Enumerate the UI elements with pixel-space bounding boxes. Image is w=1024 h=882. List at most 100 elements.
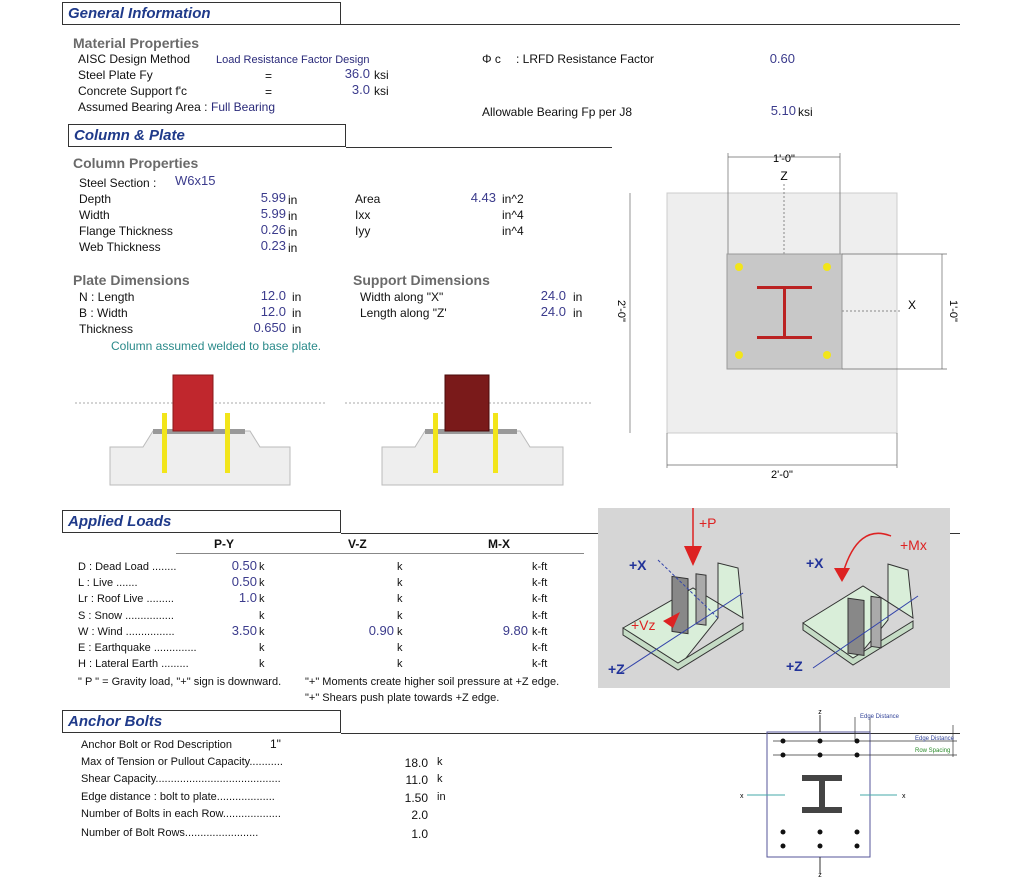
prop-value: 5.99 <box>260 206 286 221</box>
prop-value: 5.99 <box>260 190 286 205</box>
plus-vz-label: +Vz <box>631 617 656 633</box>
load-m-unit: k-ft <box>532 626 548 638</box>
divider <box>341 24 960 25</box>
prop-unit: in^4 <box>502 208 524 222</box>
section-header-anchor-bolts: Anchor Bolts <box>62 710 341 733</box>
plate-unit: in <box>292 290 302 304</box>
load-label: W : Wind ................ <box>78 626 175 638</box>
prop-value: 0.23 <box>260 238 286 253</box>
moment-note: "+" Moments create higher soil pressure … <box>305 676 560 688</box>
fy-unit: ksi <box>374 68 389 82</box>
fc-unit: ksi <box>374 84 389 98</box>
phi-symbol: Φ c <box>482 52 501 66</box>
fp-value: 5.10 <box>770 103 796 118</box>
plus-p-label: +P <box>699 515 717 531</box>
load-p-unit: k <box>259 642 265 654</box>
anchor-unit: in <box>437 791 446 803</box>
prop-unit: in <box>288 241 298 255</box>
support-value[interactable]: 24.0 <box>540 288 566 303</box>
prop-label: Iyy <box>355 224 371 238</box>
anchor-bolt <box>493 413 498 473</box>
anchor-value[interactable]: 11.0 <box>405 773 428 787</box>
z-label: z <box>818 709 822 716</box>
load-v-unit: k <box>397 626 403 638</box>
bolt <box>823 351 831 359</box>
row-spacing-label: Row Spacing <box>915 748 950 754</box>
plate-value[interactable]: 12.0 <box>260 288 286 303</box>
load-p-value[interactable]: 1.0 <box>238 590 257 605</box>
anchor-label: Shear Capacity..........................… <box>81 773 281 785</box>
bearing-value[interactable]: Full Bearing <box>211 100 276 114</box>
design-method-label: AISC Design Method <box>78 52 191 66</box>
plus-x-label: +X <box>629 557 647 573</box>
anchor-value[interactable]: 18.0 <box>404 756 428 770</box>
support-label: Length along "Z' <box>360 306 447 320</box>
load-label: E : Earthquake .............. <box>78 642 197 654</box>
load-p-unit: k <box>259 610 265 622</box>
load-m-unit: k-ft <box>532 561 548 573</box>
load-m-value[interactable]: 9.80 <box>502 623 528 638</box>
support-value[interactable]: 24.0 <box>540 304 566 319</box>
elevation-diagram-1 <box>75 374 327 486</box>
anchor-value[interactable]: 1.0 <box>411 827 428 841</box>
x-label: x <box>740 793 744 800</box>
bolt-layout-diagram: z z x x Edge Distance Edge Distance Row … <box>740 709 957 877</box>
support-unit: in <box>573 306 583 320</box>
load-m-unit: k-ft <box>532 642 548 654</box>
prop-label: Depth <box>79 192 112 206</box>
prop-unit: in^2 <box>502 192 524 206</box>
plus-mx-label: +Mx <box>900 537 927 553</box>
edge-distance-label: Edge Distance <box>915 736 955 742</box>
fp-unit: ksi <box>798 105 813 119</box>
anchor-label: Edge distance : bolt to plate...........… <box>81 791 275 803</box>
plate-value[interactable]: 12.0 <box>260 304 286 319</box>
load-p-value[interactable]: 3.50 <box>231 623 257 638</box>
anchor-bolt <box>433 413 438 473</box>
material-properties-title: Material Properties <box>73 35 200 51</box>
fc-eq: = <box>265 85 273 99</box>
load-p-value[interactable]: 0.50 <box>231 574 257 589</box>
load-p-unit: k <box>259 577 265 589</box>
anchor-value[interactable]: 2.0 <box>411 808 428 822</box>
prop-label: Width <box>79 208 110 222</box>
load-label: L : Live ....... <box>78 577 138 589</box>
column <box>172 374 214 432</box>
load-label: D : Dead Load ........ <box>78 561 177 573</box>
bolt <box>735 263 743 271</box>
anchor-bolt <box>225 413 230 473</box>
design-method-value[interactable]: Load Resistance Factor Design <box>216 54 370 66</box>
plate-value[interactable]: 0.650 <box>253 320 286 335</box>
load-m-unit: k-ft <box>532 610 548 622</box>
steel-section-value[interactable]: W6x15 <box>175 173 216 188</box>
load-v-unit: k <box>397 658 403 670</box>
load-p-value[interactable]: 0.50 <box>231 558 257 573</box>
anchor-label: Number of Bolts in each Row.............… <box>81 808 281 820</box>
bolt-desc-value[interactable]: 1" <box>270 737 281 751</box>
fc-label: Concrete Support f'c <box>78 84 188 98</box>
load-label: Lr : Roof Live ......... <box>78 593 174 605</box>
section-header-column-plate: Column & Plate <box>68 124 346 147</box>
z-label: z <box>818 872 822 877</box>
concrete-pedestal <box>381 430 564 486</box>
bottom-dim-label: 2'-0" <box>771 469 793 481</box>
concrete-pedestal <box>109 430 291 486</box>
top-dim-label: 1'-0" <box>773 153 795 165</box>
prop-unit: in^4 <box>502 224 524 238</box>
anchor-label: Max of Tension or Pullout Capacity......… <box>81 756 283 768</box>
load-p-unit: k <box>259 561 265 573</box>
plate-label: Thickness <box>79 322 134 336</box>
fy-value[interactable]: 36.0 <box>344 66 370 81</box>
prop-label: Flange Thickness <box>79 224 173 238</box>
plan-view-diagram: 1'-0" Z X 1'-0" 2'-0" 2'-0" <box>615 153 959 481</box>
x-label: x <box>902 793 906 800</box>
anchor-value[interactable]: 1.50 <box>404 791 428 805</box>
weld-note: Column assumed welded to base plate. <box>111 339 322 353</box>
column <box>444 374 490 432</box>
phi-label: : LRFD Resistance Factor <box>516 52 655 66</box>
phi-value: 0.60 <box>769 51 795 66</box>
load-m-unit: k-ft <box>532 593 548 605</box>
bolt-dots <box>780 738 860 849</box>
prop-value: 0.26 <box>260 222 286 237</box>
load-v-value[interactable]: 0.90 <box>368 623 394 638</box>
fc-value[interactable]: 3.0 <box>351 82 370 97</box>
